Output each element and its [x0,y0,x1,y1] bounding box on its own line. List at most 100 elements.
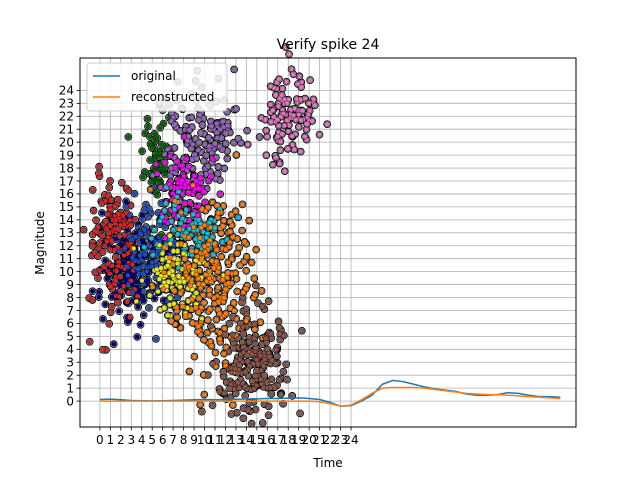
x-tick-label: 1 [107,433,115,447]
cluster-point [197,402,203,408]
cluster-point [116,308,122,314]
cluster-point [262,117,268,123]
cluster-point [196,243,202,249]
cluster-point [121,221,128,227]
cluster-point [244,352,250,358]
cluster-point [124,299,130,305]
cluster-point [225,280,232,286]
cluster-point [162,171,168,177]
cluster-point [96,245,103,251]
y-tick-label: 6 [66,317,74,331]
cluster-point [261,401,268,407]
cluster-point [140,270,146,277]
cluster-point [140,237,146,244]
cluster-point [153,150,159,156]
x-tick-label: 0 [96,433,104,447]
cluster-point [221,351,227,357]
x-tick-label: 10 [197,433,212,447]
cluster-point [220,369,226,375]
cluster-point [203,152,209,159]
cluster-point [175,213,182,219]
cluster-point [81,227,87,233]
cluster-point [177,284,183,290]
cluster-point [225,348,232,355]
cluster-point [312,102,318,108]
x-tick-label: 24 [343,433,358,447]
cluster-point [203,235,210,241]
cluster-point [171,145,178,151]
cluster-point [231,140,237,146]
cluster-point [233,390,239,396]
cluster-point [129,262,136,268]
cluster-point [239,201,246,207]
cluster-point [223,130,229,136]
cluster-point [150,172,156,178]
cluster-point [212,241,218,247]
cluster-point [221,390,227,396]
x-tick-label: 11 [207,433,222,447]
cluster-point [201,158,207,164]
cluster-point [151,131,158,137]
cluster-point [265,412,272,418]
cluster-point [147,157,153,163]
cluster-point [121,283,127,289]
cluster-point [142,130,148,136]
cluster-point [241,259,247,265]
x-tick-label: 2 [117,433,125,447]
cluster-point [251,321,258,327]
cluster-point [224,275,230,281]
cluster-point [200,281,206,288]
cluster-point [252,292,258,298]
cluster-point [107,271,113,277]
cluster-point [164,146,171,153]
cluster-point [245,373,251,379]
cluster-point [136,240,142,246]
y-tick-label: 21 [59,123,74,137]
cluster-point [299,328,305,334]
cluster-point [183,156,189,162]
cluster-point [137,252,143,259]
cluster-point [234,288,240,295]
cluster-point [196,139,202,146]
cluster-point [260,363,267,369]
cluster-point [213,316,219,323]
cluster-point [198,175,204,181]
cluster-point [275,133,281,140]
cluster-point [264,346,271,353]
cluster-point [128,236,135,243]
cluster-point [189,248,195,254]
cluster-point [293,117,299,123]
cluster-point [231,308,237,314]
cluster-point [176,189,182,195]
cluster-point [149,259,155,266]
y-tick-label: 15 [59,200,74,214]
cluster-point [298,97,304,103]
cluster-point [161,269,167,276]
cluster-point [162,224,168,230]
x-axis-label: Time [312,456,342,470]
cluster-point [203,272,209,278]
cluster-point [195,147,201,153]
cluster-point [177,128,183,134]
cluster-point [135,223,142,230]
cluster-point [253,357,260,363]
cluster-point [179,163,185,169]
y-tick-label: 14 [59,213,74,227]
cluster-point [170,227,177,233]
cluster-point [134,334,140,340]
cluster-point [139,148,145,154]
cluster-point [107,223,114,229]
y-tick-label: 3 [66,356,74,370]
cluster-point [285,128,292,134]
cluster-point [263,127,269,134]
cluster-point [99,210,105,216]
cluster-point [161,305,167,311]
cluster-point [146,242,152,249]
cluster-point [296,73,303,79]
cluster-point [306,100,312,106]
cluster-point [176,226,183,232]
cluster-point [237,356,243,363]
cluster-point [131,274,137,280]
cluster-point [213,259,219,265]
